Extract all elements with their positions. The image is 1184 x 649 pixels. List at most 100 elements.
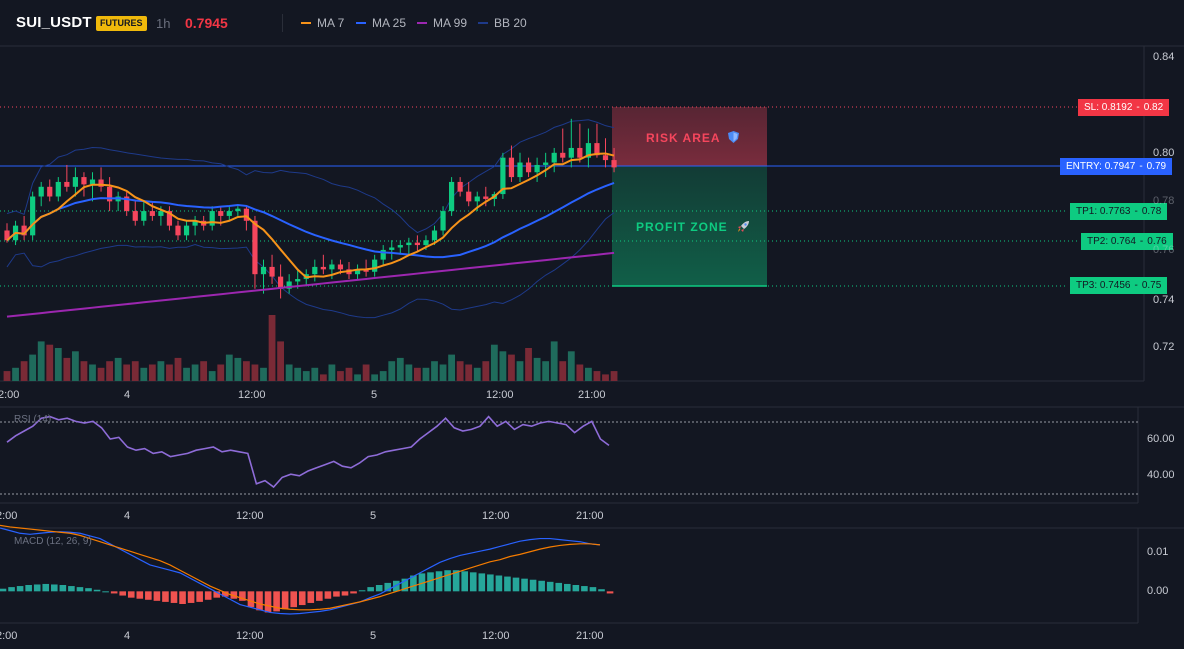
shield-icon [728, 131, 740, 146]
bb20-swatch [478, 21, 488, 24]
rsi-label: RSI (14) [14, 414, 52, 425]
macd-histogram-bar [127, 591, 135, 598]
legend-ma25[interactable]: MA 25 [356, 16, 406, 30]
volume-bar [277, 341, 284, 381]
volume-bar [328, 364, 336, 381]
macd-histogram-bar [307, 591, 315, 603]
volume-bar [337, 371, 344, 381]
macd-tick: 0.01 [1147, 546, 1169, 558]
volume-bar [46, 344, 54, 381]
macd-histogram-bar [546, 581, 554, 592]
chart-header: SUI_USDT FUTURES 1h 0.7945 MA 7 MA 25 MA… [0, 0, 1184, 46]
candle-body [209, 211, 215, 226]
macd-histogram-bar [487, 574, 494, 592]
tp2-tag: TP2: 0.764-0.76 [1081, 233, 1173, 250]
macd-histogram-bar [606, 591, 614, 594]
candle-body [602, 155, 609, 161]
time-tick: 5 [370, 630, 377, 642]
candle-body [278, 276, 284, 289]
macd-histogram-bar [51, 584, 58, 592]
timeframe-label[interactable]: 1h [156, 16, 171, 31]
volume-bar [499, 351, 507, 381]
macd-histogram-bar [145, 591, 152, 600]
volume-bar [456, 361, 464, 381]
volume-bar [251, 364, 259, 381]
macd-histogram-bar [512, 577, 520, 592]
macd-histogram-bar [187, 591, 195, 603]
candle-body [363, 269, 369, 272]
macd-histogram-bar [350, 591, 357, 594]
legend-ma99[interactable]: MA 99 [417, 16, 467, 30]
candle-body [474, 196, 480, 202]
bollinger-bands [6, 119, 615, 319]
volume-bar [439, 364, 447, 381]
candle-body [235, 208, 241, 212]
candle-body [585, 143, 591, 158]
volume-bar [422, 367, 430, 381]
macd-histogram-bar [247, 591, 255, 608]
tp1-tag-axis: 0.78 [1141, 206, 1162, 217]
macd-histogram-bar [119, 591, 126, 596]
candle-body [568, 147, 574, 158]
volume-bar [508, 354, 515, 381]
volume-bar [208, 371, 216, 381]
volume-bar [379, 371, 387, 381]
volume-bar [200, 361, 208, 381]
macd-histogram-bar [170, 591, 178, 603]
volume-bar [20, 361, 28, 381]
macd-histogram-bar [410, 575, 417, 592]
volume-bar [166, 364, 173, 381]
volume-bar [533, 357, 541, 381]
candle-body [269, 266, 275, 277]
macd-histogram-bar [298, 591, 306, 606]
macd-histogram-bar [521, 578, 528, 592]
tp3-tag-axis: 0.75 [1141, 280, 1162, 291]
candle-body [89, 179, 96, 185]
candle-body [295, 279, 301, 282]
candle-body [551, 152, 557, 163]
volume-bar [610, 371, 618, 381]
volume-bars [3, 315, 618, 381]
macd-histogram-bar [461, 571, 468, 592]
candle-body [166, 211, 173, 226]
price-tick: 0.76 [1153, 244, 1175, 256]
candle-body [423, 240, 429, 246]
macd-histogram-bar [25, 585, 32, 592]
candle-body [577, 147, 583, 158]
legend-bb20[interactable]: BB 20 [478, 16, 527, 30]
price-tick: 0.72 [1153, 341, 1175, 353]
macd-histogram-bar [8, 587, 15, 592]
macd-histogram-bar [153, 591, 161, 601]
candle-body [483, 196, 489, 199]
macd-histogram-bar [589, 587, 597, 592]
symbol-title[interactable]: SUI_USDT [16, 14, 92, 31]
volume-bar [131, 361, 139, 381]
macd-histogram-bar [598, 589, 605, 592]
macd-histogram-bar [333, 591, 340, 597]
macd-histogram-bar [367, 587, 374, 592]
volume-bar [106, 361, 113, 381]
macd-indicator [0, 524, 614, 615]
legend-ma7[interactable]: MA 7 [301, 16, 344, 30]
volume-bar [63, 357, 71, 381]
time-tick: 2:00 [0, 630, 18, 642]
volume-bar [268, 315, 276, 381]
volume-bar [285, 364, 293, 381]
candle-body [354, 269, 361, 275]
ma25-swatch [356, 21, 366, 24]
macd-histogram-bar [196, 591, 203, 602]
volume-bar [148, 364, 156, 381]
candle-body [525, 162, 532, 173]
macd-histogram-bar [538, 580, 545, 592]
volume-bar [37, 341, 45, 381]
macd-histogram-bar [316, 591, 323, 601]
candle-body [55, 181, 61, 197]
legend-ma99-label: MA 99 [433, 16, 468, 30]
macd-histogram-bar [469, 572, 477, 592]
risk-area-text: RISK AREA [646, 131, 721, 145]
macd-histogram-bar [239, 591, 246, 601]
macd-label: MACD (12, 26, 9) [14, 536, 92, 547]
macd-histogram-bar [290, 591, 297, 608]
candle-body [192, 220, 198, 226]
